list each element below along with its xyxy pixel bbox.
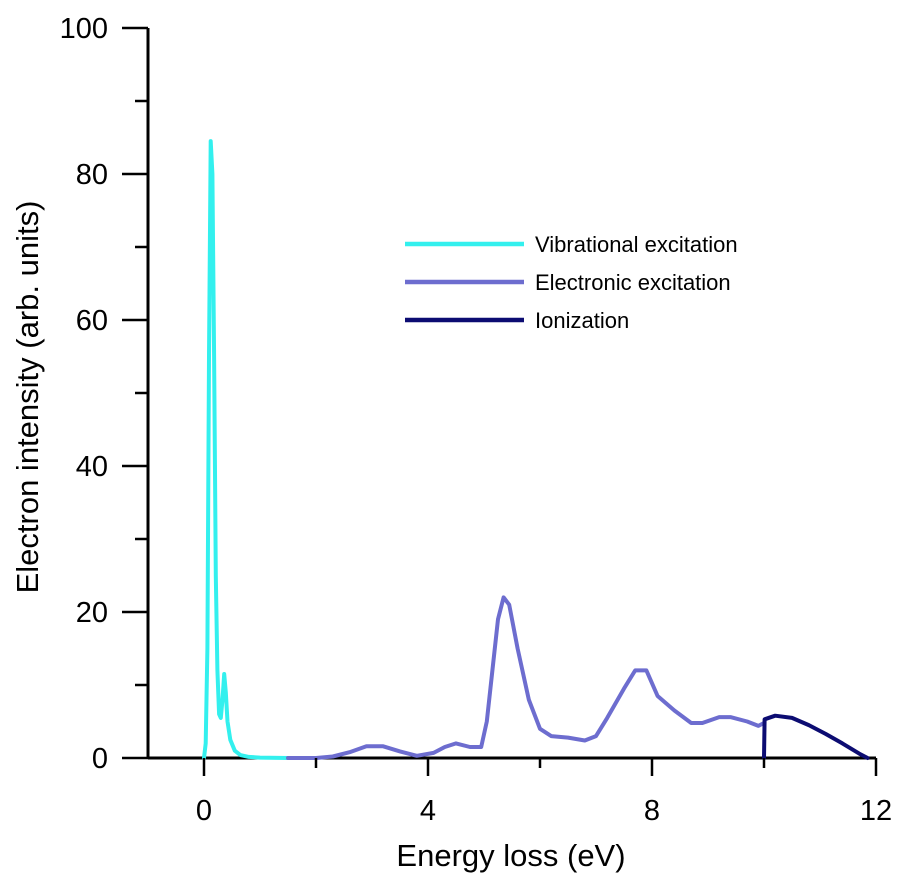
y-tick-label: 80 <box>76 159 108 191</box>
x-tick-label: 8 <box>644 795 660 827</box>
tick-layer: 0 4 8 12 0 20 40 60 80 100 <box>60 13 893 827</box>
x-tick-label: 0 <box>196 795 212 827</box>
y-tick-label: 40 <box>76 451 108 483</box>
legend: Vibrational excitation Electronic excita… <box>405 232 738 333</box>
y-tick-label: 60 <box>76 305 108 337</box>
series-line-ionization <box>762 713 870 760</box>
legend-label-ionization: Ionization <box>535 308 629 333</box>
legend-label-vibrational: Vibrational excitation <box>535 232 738 257</box>
legend-label-electronic: Electronic excitation <box>535 270 731 295</box>
y-tick-label: 20 <box>76 597 108 629</box>
y-axis-title: Electron intensity (arb. units) <box>10 201 45 594</box>
y-tick-label: 100 <box>60 13 108 45</box>
series-layer <box>202 139 870 760</box>
x-axis-title: Energy loss (eV) <box>396 838 625 873</box>
y-tick-label: 0 <box>92 743 108 775</box>
series-line-electronic <box>286 595 766 760</box>
x-tick-label: 12 <box>860 795 892 827</box>
series-line-vibrational <box>202 139 290 760</box>
x-tick-label: 4 <box>420 795 436 827</box>
axes <box>146 28 876 760</box>
